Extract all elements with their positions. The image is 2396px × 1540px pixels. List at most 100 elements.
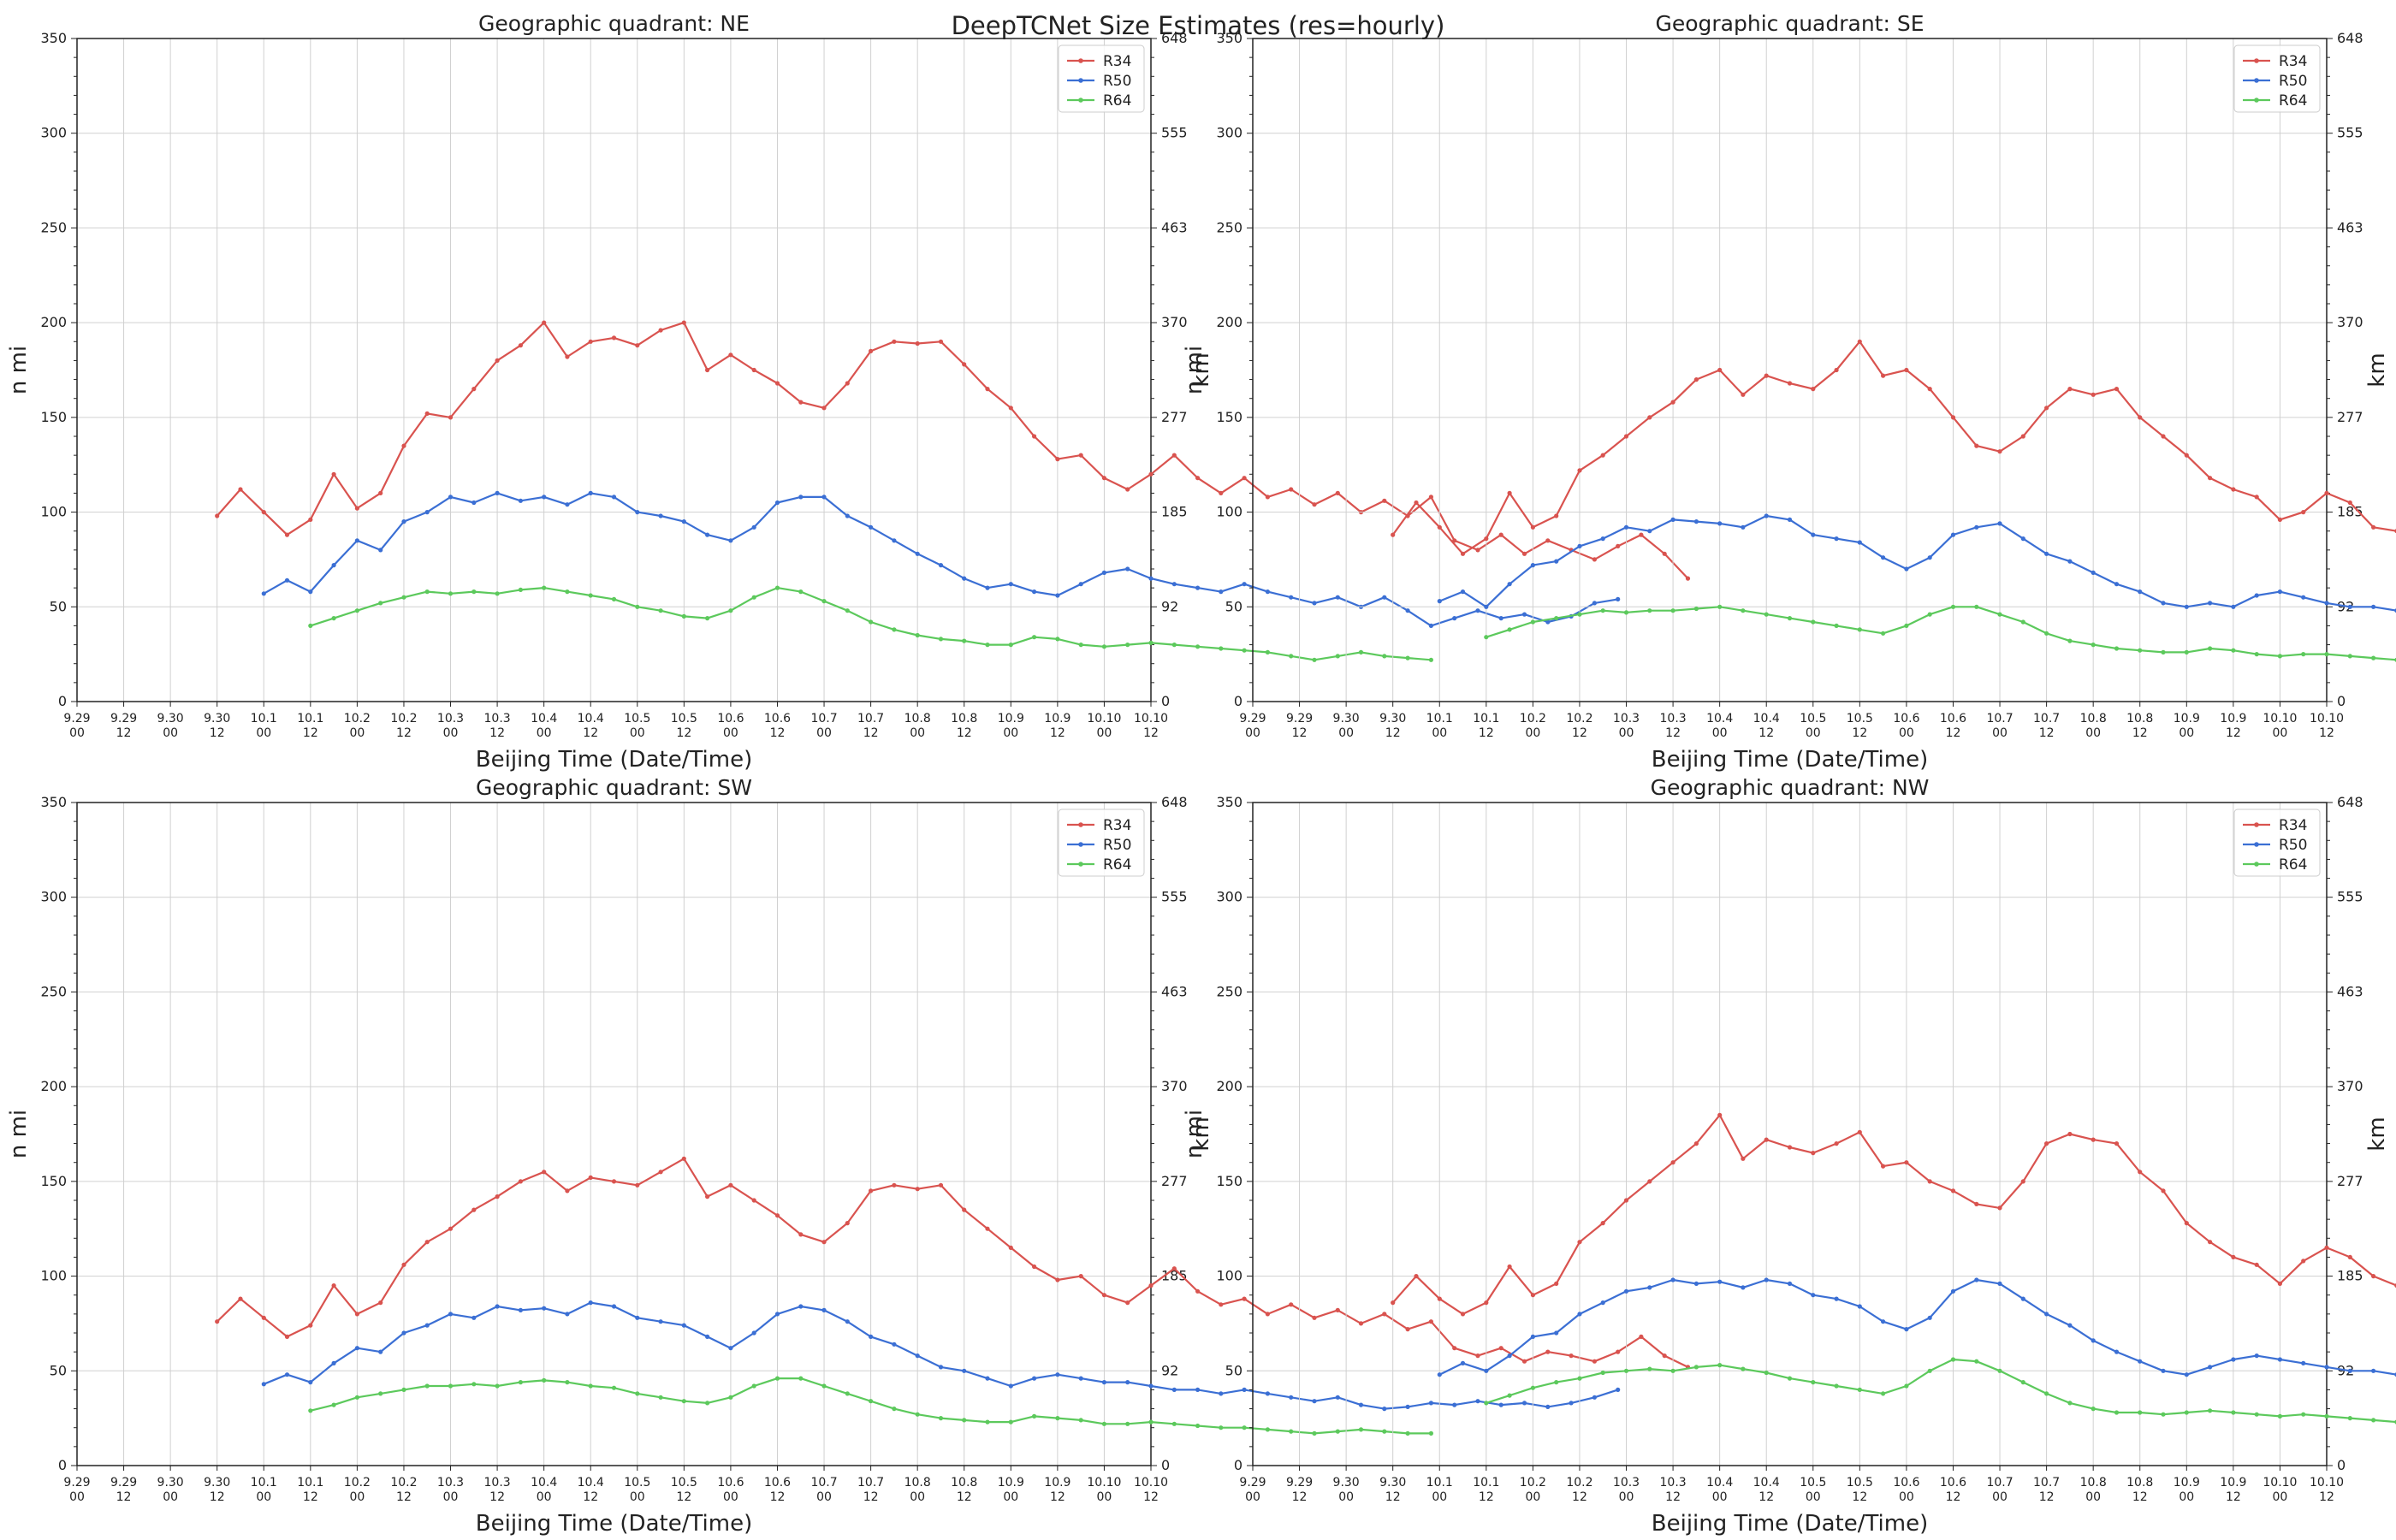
data-point (1834, 1296, 1839, 1301)
data-point (1592, 1359, 1597, 1364)
y-tick-label-right: 185 (2337, 1268, 2363, 1284)
data-point (1312, 657, 1317, 662)
data-point (1055, 593, 1060, 598)
legend-marker (1078, 78, 1083, 83)
data-point (2020, 619, 2025, 625)
series-R50 (261, 1300, 1621, 1412)
x-tick-label: 10.10 00 (1087, 1476, 1121, 1504)
data-point (1670, 1368, 1675, 1373)
x-tick-label: 10.4 12 (578, 712, 604, 740)
x-tick-label: 10.1 00 (1426, 1476, 1453, 1504)
x-tick-label: 10.2 00 (1520, 712, 1546, 740)
legend-entry: R34 (1103, 817, 1131, 834)
data-point (2184, 604, 2189, 609)
legend-marker (1078, 842, 1083, 847)
data-point (1554, 1330, 1559, 1336)
data-point (1545, 1349, 1551, 1354)
y-tick-label-left: 350 (40, 794, 67, 810)
y-tick-label-right: 648 (1161, 30, 1188, 46)
x-tick-label: 10.1 12 (297, 1476, 323, 1504)
data-point (565, 1380, 570, 1385)
data-point (985, 1419, 990, 1424)
data-point (1545, 538, 1551, 543)
data-point (424, 1240, 430, 1245)
data-point (1600, 1221, 1605, 1226)
data-point (1881, 1319, 1886, 1324)
legend: R34 R50 R64 (1058, 808, 1145, 877)
data-point (962, 1418, 967, 1423)
y-tick-label-left: 250 (40, 983, 67, 999)
data-point (1787, 381, 1793, 386)
data-point (1265, 1312, 1270, 1317)
y-tick-label-left: 250 (40, 219, 67, 235)
data-point (845, 381, 850, 386)
data-point (1904, 623, 1909, 629)
data-point (2044, 551, 2049, 556)
data-point (1428, 495, 1433, 500)
data-point (2020, 536, 2025, 542)
data-point (542, 495, 547, 500)
x-tick-label: 9.29 00 (63, 1476, 90, 1504)
data-point (1219, 1302, 1224, 1307)
data-point (1881, 1391, 1886, 1396)
data-point (261, 1315, 266, 1320)
data-point (2161, 649, 2166, 655)
x-tick-label: 10.9 12 (2220, 712, 2246, 740)
data-point (1171, 1421, 1177, 1426)
data-point (774, 1312, 780, 1317)
data-point (1242, 1425, 1247, 1430)
x-tick-label: 10.5 00 (1800, 1476, 1826, 1504)
data-point (1647, 1179, 1652, 1184)
data-point (1974, 1277, 1979, 1282)
data-point (1592, 1395, 1597, 1400)
legend-marker (2254, 822, 2259, 827)
x-tick-label: 10.9 12 (2220, 1476, 2246, 1504)
data-point (1741, 524, 1746, 530)
data-point (1554, 1281, 1559, 1286)
data-point (1577, 543, 1582, 549)
data-point (565, 589, 570, 595)
data-point (1101, 476, 1106, 481)
data-point (821, 1240, 827, 1245)
data-point (1741, 1366, 1746, 1371)
y-tick-label-right: 648 (2337, 30, 2363, 46)
x-tick-label: 10.8 12 (951, 1476, 977, 1504)
series-R50 (1437, 1277, 2396, 1377)
data-point (424, 411, 430, 416)
data-point (1498, 1346, 1503, 1351)
data-point (2371, 655, 2376, 660)
data-point (1414, 1274, 1419, 1279)
x-tick-label: 10.7 12 (857, 1476, 884, 1504)
data-point (1857, 540, 1862, 545)
data-point (1289, 654, 1294, 659)
data-point (2091, 392, 2096, 397)
data-point (1545, 1404, 1551, 1409)
data-point (705, 1401, 710, 1406)
data-point (1498, 532, 1503, 537)
data-point (1078, 643, 1083, 648)
data-point (495, 490, 500, 496)
data-point (1974, 1359, 1979, 1364)
data-point (705, 532, 710, 537)
data-point (1741, 1156, 1746, 1161)
data-point (2114, 646, 2120, 651)
data-point (1358, 649, 1364, 655)
data-point (471, 1207, 477, 1212)
x-tick-label: 10.4 00 (1706, 712, 1733, 740)
data-point (542, 1306, 547, 1311)
data-point (1741, 608, 1746, 613)
data-point (1312, 601, 1317, 606)
data-point (1452, 1346, 1457, 1351)
data-point (1195, 1387, 1201, 1392)
data-point (1148, 576, 1154, 581)
data-point (985, 585, 990, 590)
data-point (401, 1262, 406, 1267)
data-point (2208, 1365, 2213, 1370)
data-point (1289, 1429, 1294, 1434)
data-point (2138, 415, 2143, 420)
x-tick-label: 10.7 00 (810, 1476, 837, 1504)
y-tick-label-right: 185 (1161, 1268, 1188, 1284)
data-point (1927, 555, 1932, 560)
data-point (2208, 1240, 2213, 1245)
data-point (1974, 443, 1979, 448)
